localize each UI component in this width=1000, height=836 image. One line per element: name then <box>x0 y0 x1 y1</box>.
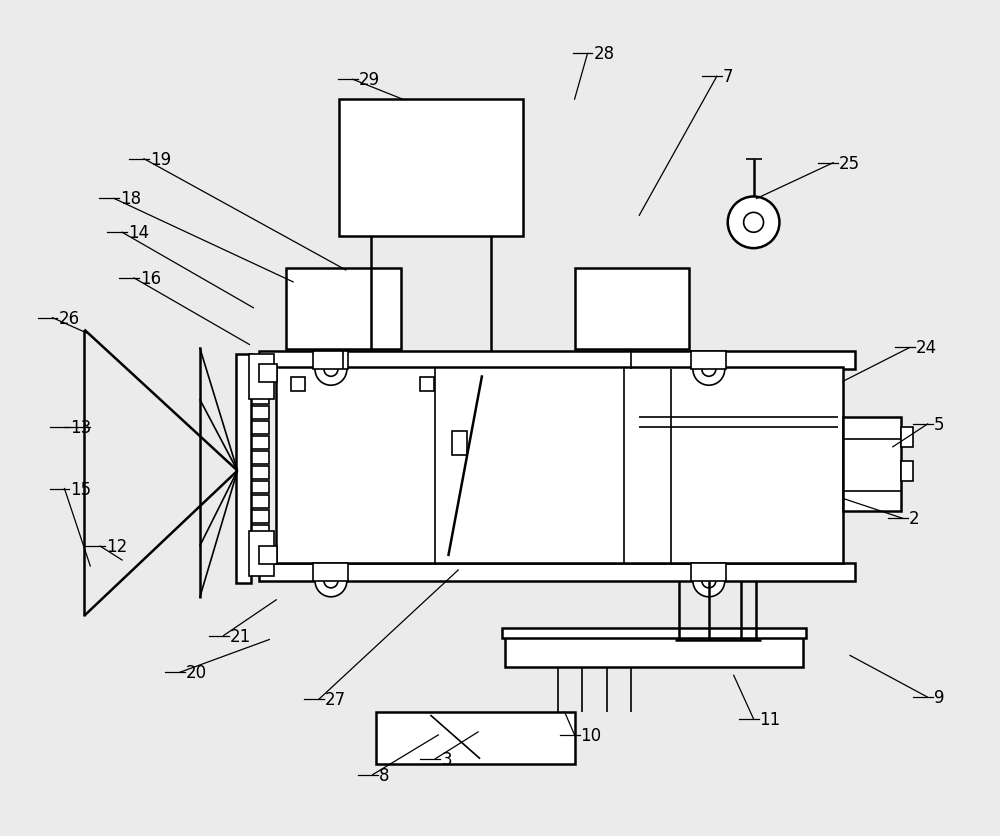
Text: 16: 16 <box>140 270 161 288</box>
Text: 3: 3 <box>441 750 452 767</box>
Bar <box>249 421 269 435</box>
Text: 2: 2 <box>909 510 919 528</box>
Text: 11: 11 <box>760 710 781 728</box>
Bar <box>673 640 687 663</box>
Bar <box>286 268 401 350</box>
Text: 5: 5 <box>934 415 944 433</box>
Bar <box>249 466 269 479</box>
Text: 20: 20 <box>186 664 207 681</box>
Bar <box>420 378 434 392</box>
Text: 12: 12 <box>106 538 127 555</box>
Text: 19: 19 <box>150 150 171 169</box>
Bar <box>313 352 348 370</box>
Bar <box>727 640 741 663</box>
Bar <box>691 352 726 370</box>
Bar <box>763 640 776 663</box>
Text: 25: 25 <box>839 155 860 172</box>
Bar <box>619 640 633 663</box>
Text: 15: 15 <box>70 480 92 498</box>
Bar <box>548 640 562 663</box>
Bar <box>249 406 269 420</box>
Text: 8: 8 <box>379 766 389 783</box>
Text: 24: 24 <box>916 339 937 357</box>
Bar <box>249 526 269 538</box>
Bar <box>276 368 843 563</box>
Text: 27: 27 <box>325 691 346 708</box>
Bar <box>376 712 575 764</box>
Text: 7: 7 <box>723 69 733 86</box>
Bar <box>313 563 348 581</box>
Bar <box>249 436 269 449</box>
Bar <box>502 628 806 638</box>
Bar <box>259 547 277 564</box>
Bar <box>691 640 705 663</box>
Bar <box>530 640 544 663</box>
Circle shape <box>693 565 725 597</box>
Circle shape <box>744 213 764 233</box>
Text: 18: 18 <box>120 191 141 208</box>
Bar <box>249 496 269 509</box>
Circle shape <box>324 574 338 589</box>
Circle shape <box>728 197 779 249</box>
Bar <box>637 640 651 663</box>
Text: 26: 26 <box>58 309 80 327</box>
Bar <box>512 640 526 663</box>
Circle shape <box>693 354 725 385</box>
Circle shape <box>315 565 347 597</box>
Circle shape <box>315 354 347 385</box>
Bar <box>259 365 277 383</box>
Text: 9: 9 <box>934 688 944 706</box>
Text: 28: 28 <box>593 45 615 64</box>
Bar <box>249 451 269 464</box>
Text: 14: 14 <box>128 224 149 242</box>
Bar <box>901 461 913 481</box>
Text: 10: 10 <box>581 726 602 744</box>
Circle shape <box>702 574 716 589</box>
Text: 21: 21 <box>230 627 251 645</box>
Bar <box>249 541 269 553</box>
Bar <box>901 427 913 447</box>
Bar <box>249 392 269 405</box>
Circle shape <box>324 363 338 377</box>
Bar <box>249 362 269 375</box>
Text: 13: 13 <box>70 419 92 436</box>
Bar <box>249 481 269 494</box>
Bar <box>691 563 726 581</box>
Text: 29: 29 <box>359 71 380 89</box>
Bar <box>291 378 305 392</box>
Bar <box>655 640 669 663</box>
Bar <box>745 640 759 663</box>
Bar <box>505 636 803 667</box>
Bar <box>709 640 723 663</box>
Bar <box>452 431 467 456</box>
Bar <box>259 563 855 581</box>
Bar <box>249 511 269 523</box>
Bar <box>575 268 689 350</box>
Bar <box>249 355 274 400</box>
Bar <box>236 355 251 584</box>
Bar <box>249 532 274 576</box>
Bar <box>259 352 855 370</box>
Circle shape <box>702 363 716 377</box>
Bar <box>566 640 580 663</box>
Bar <box>584 640 597 663</box>
Bar <box>249 555 269 568</box>
Bar <box>339 100 523 237</box>
Bar <box>601 640 615 663</box>
Bar <box>249 377 269 390</box>
Bar <box>843 417 901 512</box>
